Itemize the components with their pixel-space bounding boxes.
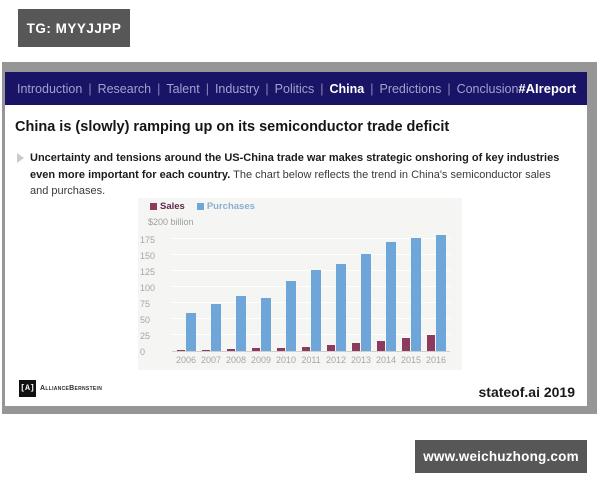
- xlabel-2006: 2006: [175, 355, 197, 365]
- purchases-bar-2006: [185, 313, 196, 351]
- sales-bar-2016: [426, 335, 435, 351]
- purchases-bar-2011: [310, 270, 321, 351]
- nav-item-industry[interactable]: Industry: [214, 81, 260, 96]
- nav-separator: |: [265, 81, 269, 96]
- chart-unit-label: $200 billion: [148, 217, 194, 227]
- nav-separator: |: [320, 81, 324, 96]
- nav-item-politics[interactable]: Politics: [274, 81, 315, 96]
- xlabel-2007: 2007: [200, 355, 222, 365]
- purchases-bar-2009: [260, 297, 271, 351]
- purchases-bar-2008: [235, 295, 246, 351]
- slide-title: China is (slowly) ramping up on its semi…: [15, 119, 450, 135]
- purchases-bar-2015: [410, 237, 421, 351]
- alliancebernstein-logo-text: AllianceBernstein: [40, 385, 103, 392]
- xlabel-2015: 2015: [400, 355, 422, 365]
- ytick-0: 0: [140, 347, 146, 357]
- year-column-2010: [274, 280, 298, 351]
- ytick-50: 50: [140, 315, 151, 325]
- nav-separator: |: [88, 81, 92, 96]
- alliancebernstein-logo-icon: [A]: [19, 380, 36, 397]
- xlabel-2008: 2008: [225, 355, 247, 365]
- xlabel-2012: 2012: [325, 355, 347, 365]
- sales-bar-2010: [276, 347, 285, 351]
- bar-columns: [172, 224, 450, 351]
- report-slide: Introduction | Research | Talent | Industry | Po…: [2, 62, 597, 414]
- xlabel-2014: 2014: [375, 355, 397, 365]
- section-navbar: Introduction | Research | Talent | Industry | Po…: [5, 72, 587, 105]
- ytick-125: 125: [140, 267, 156, 277]
- year-column-2009: [249, 297, 273, 351]
- bullet-text-regular: The chart below reflects the trend in Ch…: [30, 168, 551, 198]
- semiconductor-bar-chart: Sales Purchases $200 billion 0 25 50 75 100 12…: [138, 198, 462, 370]
- nav-item-research[interactable]: Research: [97, 81, 152, 96]
- purchases-bar-2007: [210, 303, 221, 351]
- sales-bar-2015: [401, 338, 410, 351]
- chart-legend: Sales Purchases: [150, 201, 255, 212]
- sales-bar-2009: [251, 348, 260, 351]
- purchases-bar-2013: [360, 254, 371, 351]
- bullet-text-bold: Uncertainty and tensions around the US-C…: [30, 152, 560, 181]
- nav-item-predictions[interactable]: Predictions: [379, 81, 442, 96]
- nav-item-introduction[interactable]: Introduction: [17, 81, 83, 96]
- legend-swatch-purchases: [196, 203, 204, 210]
- xlabel-2009: 2009: [250, 355, 272, 365]
- nav-item-conclusion[interactable]: Conclusion: [456, 81, 519, 96]
- ytick-75: 75: [140, 299, 151, 309]
- bullet-point: Uncertainty and tensions around the US-C…: [17, 150, 571, 200]
- year-column-2013: [349, 254, 373, 351]
- xlabel-2010: 2010: [275, 355, 297, 365]
- bullet-text: Uncertainty and tensions around the US-C…: [30, 150, 571, 200]
- alliancebernstein-logo: [A] AllianceBernstein: [19, 380, 102, 397]
- sales-bar-2014: [376, 340, 385, 351]
- chart-xlabels: 2006 2007 2008 2009 2010 2011 2012 2013 2014 2015…: [172, 355, 450, 365]
- purchases-bar-2012: [335, 263, 346, 351]
- gridline-175: [172, 238, 450, 239]
- nav-item-china[interactable]: China: [329, 81, 365, 96]
- xlabel-2011: 2011: [301, 355, 321, 365]
- nav-item-talent[interactable]: Talent: [166, 81, 200, 96]
- year-column-2015: [399, 237, 423, 351]
- year-column-2014: [374, 242, 398, 351]
- xlabel-2016: 2016: [425, 355, 447, 365]
- year-column-2012: [324, 263, 348, 351]
- gridline-150: [172, 254, 450, 255]
- legend-item-purchases: Purchases: [196, 201, 255, 212]
- purchases-bar-2010: [285, 280, 296, 351]
- year-column-2016: [424, 234, 448, 351]
- ytick-25: 25: [140, 331, 151, 341]
- sales-bar-2012: [326, 345, 335, 351]
- nav-separator: |: [157, 81, 161, 96]
- legend-item-sales: Sales: [150, 201, 185, 212]
- sales-bar-2011: [301, 346, 310, 351]
- chart-plot-area: [172, 224, 450, 352]
- year-column-2006: [174, 313, 198, 351]
- sales-bar-2006: [176, 350, 185, 351]
- telegram-watermark-badge: TG: MYYJJPP: [18, 9, 130, 47]
- nav-separator: |: [447, 81, 451, 96]
- year-column-2007: [199, 303, 223, 351]
- purchases-bar-2014: [385, 242, 396, 351]
- bullet-triangle-icon: [17, 153, 24, 163]
- nav-separator: |: [205, 81, 209, 96]
- legend-label-sales: Sales: [160, 201, 185, 212]
- sales-bar-2013: [351, 343, 360, 351]
- legend-swatch-sales: [150, 203, 157, 210]
- xlabel-2013: 2013: [350, 355, 372, 365]
- ytick-100: 100: [140, 283, 156, 293]
- sales-bar-2007: [201, 349, 210, 351]
- nav-separator: |: [370, 81, 374, 96]
- report-credit: stateof.ai 2019: [478, 384, 576, 400]
- purchases-bar-2016: [435, 234, 446, 351]
- ytick-150: 150: [140, 251, 156, 261]
- legend-label-purchases: Purchases: [206, 201, 255, 212]
- year-column-2008: [224, 295, 248, 351]
- sales-bar-2008: [226, 349, 235, 351]
- report-hashtag: #AIreport: [518, 81, 577, 96]
- year-column-2011: [299, 270, 323, 351]
- nav-menu: Introduction | Research | Talent | Industry | Po…: [17, 82, 518, 96]
- website-watermark-badge: www.weichuzhong.com: [415, 440, 587, 473]
- ytick-175: 175: [140, 235, 156, 245]
